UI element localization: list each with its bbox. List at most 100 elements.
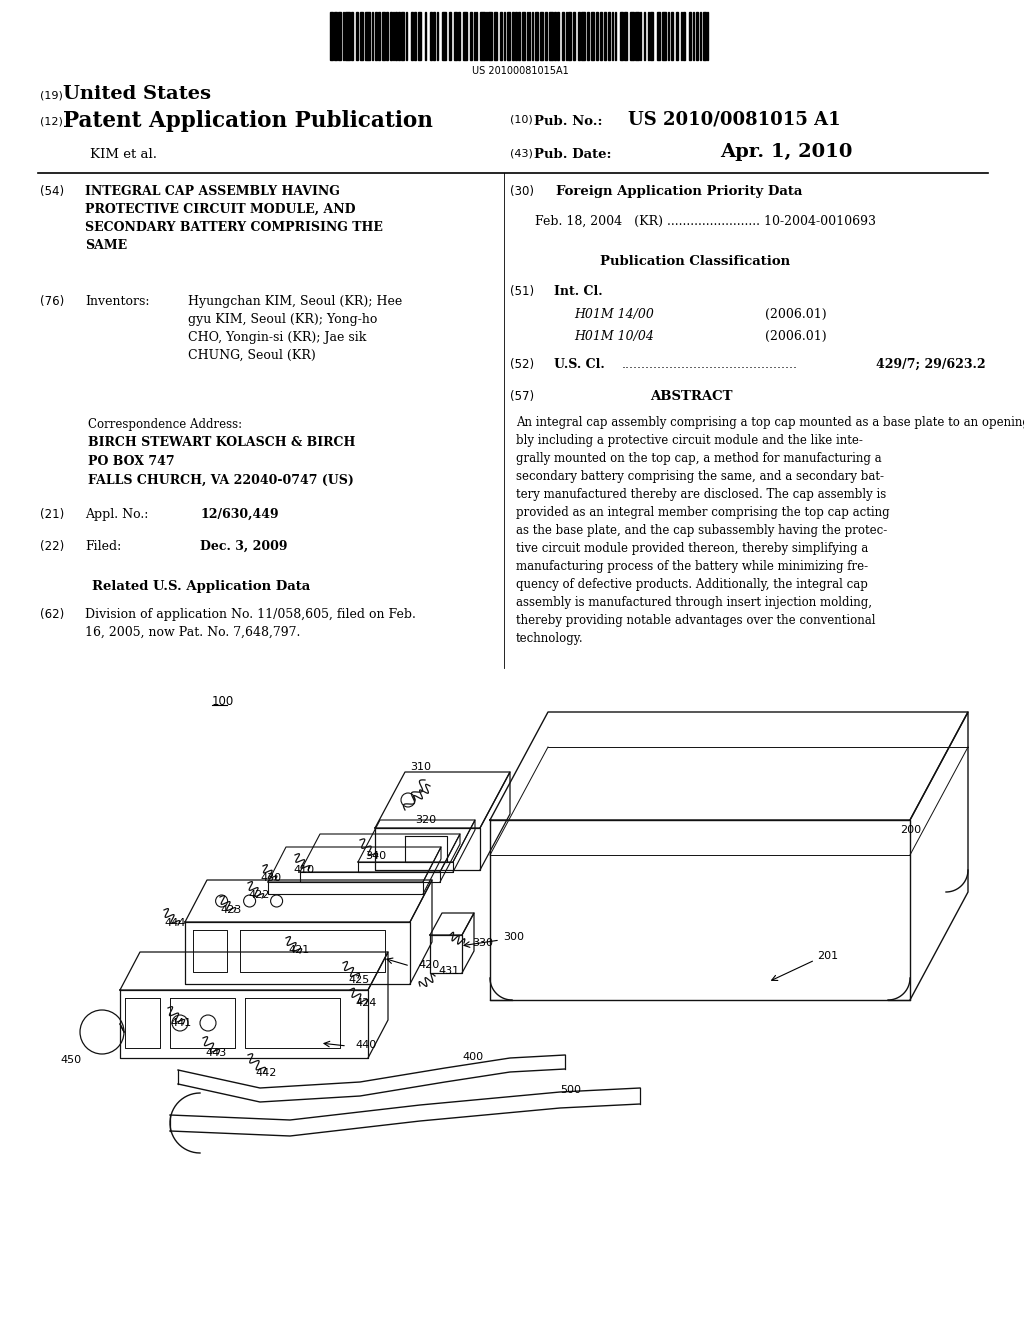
Bar xyxy=(573,12,574,59)
Bar xyxy=(549,12,553,59)
Bar xyxy=(596,12,598,59)
Text: 500: 500 xyxy=(560,1085,581,1096)
Text: US 2010/0081015 A1: US 2010/0081015 A1 xyxy=(628,110,841,128)
Bar xyxy=(644,12,645,59)
Bar xyxy=(335,12,337,59)
Text: BIRCH STEWART KOLASCH & BIRCH: BIRCH STEWART KOLASCH & BIRCH xyxy=(88,436,355,449)
Text: 320: 320 xyxy=(415,814,436,825)
Bar xyxy=(345,12,349,59)
Bar xyxy=(463,12,467,59)
Text: 340: 340 xyxy=(365,851,386,861)
Text: FALLS CHURCH, VA 22040-0747 (US): FALLS CHURCH, VA 22040-0747 (US) xyxy=(88,474,354,487)
Text: An integral cap assembly comprising a top cap mounted as a base plate to an open: An integral cap assembly comprising a to… xyxy=(516,416,1024,645)
Bar xyxy=(512,12,514,59)
Text: INTEGRAL CAP ASSEMBLY HAVING
PROTECTIVE CIRCUIT MODULE, AND
SECONDARY BATTERY CO: INTEGRAL CAP ASSEMBLY HAVING PROTECTIVE … xyxy=(85,185,383,252)
Bar xyxy=(536,12,538,59)
Bar xyxy=(470,12,472,59)
Text: Division of application No. 11/058,605, filed on Feb.
16, 2005, now Pat. No. 7,6: Division of application No. 11/058,605, … xyxy=(85,609,416,639)
Text: 431: 431 xyxy=(438,966,459,975)
Text: 100: 100 xyxy=(212,696,234,708)
Bar xyxy=(663,12,666,59)
Bar xyxy=(621,12,623,59)
Bar xyxy=(372,12,373,59)
Text: 444: 444 xyxy=(164,917,185,928)
Text: 443: 443 xyxy=(205,1048,226,1059)
Text: 410: 410 xyxy=(293,865,314,875)
Bar xyxy=(495,12,497,59)
Bar xyxy=(343,12,344,59)
Text: (51): (51) xyxy=(510,285,535,298)
Bar xyxy=(554,12,556,59)
Bar xyxy=(454,12,457,59)
Text: Pub. Date:: Pub. Date: xyxy=(534,148,611,161)
Text: PO BOX 747: PO BOX 747 xyxy=(88,455,175,469)
Text: Filed:: Filed: xyxy=(85,540,121,553)
Bar xyxy=(541,12,543,59)
Text: (43): (43) xyxy=(510,148,532,158)
Text: Related U.S. Application Data: Related U.S. Application Data xyxy=(92,579,310,593)
Text: 420: 420 xyxy=(418,960,439,970)
Text: Publication Classification: Publication Classification xyxy=(600,255,791,268)
Text: 442: 442 xyxy=(255,1068,276,1078)
Bar xyxy=(635,12,639,59)
Bar xyxy=(631,12,634,59)
Bar xyxy=(529,12,530,59)
Text: U.S. Cl.: U.S. Cl. xyxy=(554,358,605,371)
Bar xyxy=(437,12,438,59)
Text: 450: 450 xyxy=(60,1055,81,1065)
Bar xyxy=(579,12,580,59)
Bar xyxy=(407,12,408,59)
Bar xyxy=(689,12,691,59)
Bar xyxy=(695,12,697,59)
Text: 425: 425 xyxy=(348,975,370,985)
Bar xyxy=(515,12,517,59)
Text: 429/7; 29/623.2: 429/7; 29/623.2 xyxy=(876,358,986,371)
Bar xyxy=(474,12,475,59)
Text: United States: United States xyxy=(63,84,211,103)
Text: ............................................: ........................................… xyxy=(622,358,798,371)
Bar xyxy=(390,12,391,59)
Text: KIM et al.: KIM et al. xyxy=(90,148,157,161)
Bar xyxy=(518,12,520,59)
Text: Dec. 3, 2009: Dec. 3, 2009 xyxy=(200,540,288,553)
Bar xyxy=(501,12,502,59)
Text: Feb. 18, 2004   (KR) ........................ 10-2004-0010693: Feb. 18, 2004 (KR) .....................… xyxy=(535,215,876,228)
Bar xyxy=(330,12,333,59)
Bar xyxy=(359,12,364,59)
Text: 424: 424 xyxy=(355,998,377,1008)
Text: 201: 201 xyxy=(817,950,838,961)
Bar xyxy=(450,12,451,59)
Bar xyxy=(400,12,404,59)
Bar xyxy=(681,12,682,59)
Text: US 20100081015A1: US 20100081015A1 xyxy=(472,66,568,77)
Bar xyxy=(692,12,694,59)
Text: (19): (19) xyxy=(40,90,62,100)
Text: 430: 430 xyxy=(260,873,282,883)
Text: 200: 200 xyxy=(900,825,922,836)
Bar xyxy=(614,12,615,59)
Text: (76): (76) xyxy=(40,294,65,308)
Bar xyxy=(433,12,435,59)
Text: Hyungchan KIM, Seoul (KR); Hee
gyu KIM, Seoul (KR); Yong-ho
CHO, Yongin-si (KR);: Hyungchan KIM, Seoul (KR); Hee gyu KIM, … xyxy=(188,294,402,362)
Bar xyxy=(672,12,674,59)
Bar xyxy=(376,12,377,59)
Bar xyxy=(476,12,477,59)
Bar xyxy=(442,12,445,59)
Text: (21): (21) xyxy=(40,508,65,521)
Text: (2006.01): (2006.01) xyxy=(765,330,826,343)
Bar xyxy=(531,12,534,59)
Bar xyxy=(676,12,679,59)
Bar xyxy=(504,12,506,59)
Text: (10): (10) xyxy=(510,115,532,125)
Bar xyxy=(604,12,606,59)
Bar xyxy=(382,12,385,59)
Bar xyxy=(338,12,341,59)
Bar xyxy=(386,12,388,59)
Bar xyxy=(668,12,669,59)
Bar xyxy=(625,12,627,59)
Text: (57): (57) xyxy=(510,389,535,403)
Bar xyxy=(480,12,484,59)
Bar xyxy=(507,12,510,59)
Bar xyxy=(526,12,528,59)
Bar xyxy=(587,12,589,59)
